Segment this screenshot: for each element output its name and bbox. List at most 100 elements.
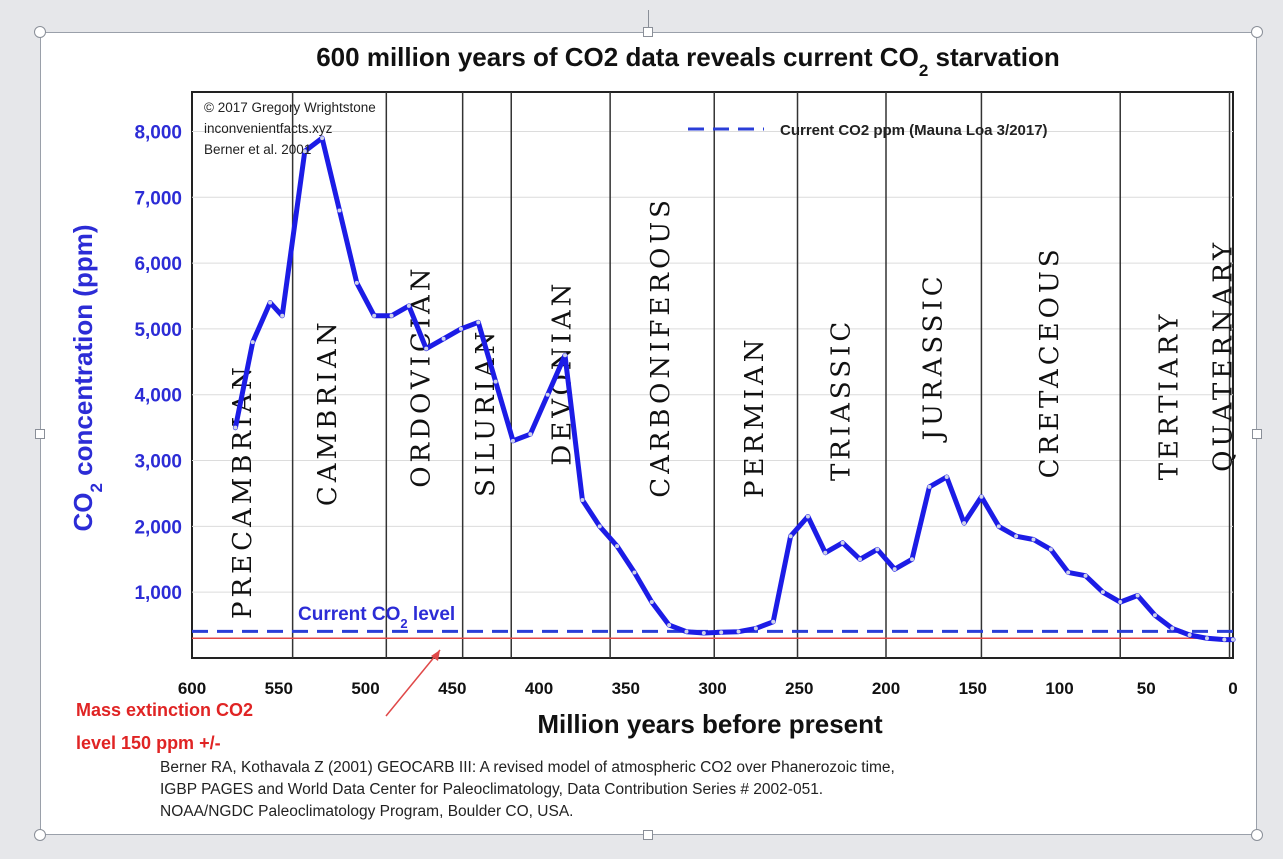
y-axis-label: CO2 concentration (ppm)	[68, 224, 106, 531]
resize-handle-top[interactable]	[643, 27, 653, 37]
data-point	[892, 567, 897, 572]
x-tick-label: 150	[959, 679, 987, 698]
y-tick-label: 2,000	[134, 517, 182, 538]
y-tick-label: 1,000	[134, 583, 182, 604]
data-point	[771, 619, 776, 624]
data-point	[458, 326, 463, 331]
data-point	[1031, 537, 1036, 542]
x-tick-label: 50	[1137, 679, 1156, 698]
data-point	[1135, 593, 1140, 598]
y-tick-label: 7,000	[134, 188, 182, 209]
data-point	[268, 300, 273, 305]
resize-handle-bottom[interactable]	[643, 830, 653, 840]
resize-handle-right[interactable]	[1252, 429, 1262, 439]
data-point	[1170, 626, 1175, 631]
data-point	[840, 540, 845, 545]
data-point	[320, 136, 325, 141]
data-point	[441, 336, 446, 341]
x-tick-label: 100	[1045, 679, 1073, 698]
y-tick-label: 8,000	[134, 122, 182, 143]
data-point	[649, 600, 654, 605]
source-line: Berner et al. 2001	[204, 142, 311, 157]
citation-line: NOAA/NGDC Paleoclimatology Program, Boul…	[160, 803, 573, 820]
x-tick-label: 450	[438, 679, 466, 698]
data-point	[1048, 547, 1053, 552]
resize-handle-bottom-left[interactable]	[34, 829, 46, 841]
data-point	[233, 425, 238, 430]
y-tick-label: 4,000	[134, 386, 182, 407]
data-point	[875, 547, 880, 552]
data-point	[1083, 573, 1088, 578]
mass-extinction-arrow	[385, 649, 441, 717]
y-tick-label: 3,000	[134, 452, 182, 473]
data-point	[337, 208, 342, 213]
period-label: JURASSIC	[919, 272, 949, 443]
x-tick-label: 400	[525, 679, 553, 698]
data-point	[823, 550, 828, 555]
period-label: QUATERNARY	[1208, 239, 1238, 472]
data-point	[389, 313, 394, 318]
resize-handle-bottom-right[interactable]	[1251, 829, 1263, 841]
x-tick-label: 600	[178, 679, 206, 698]
data-point	[545, 392, 550, 397]
data-point	[250, 340, 255, 345]
data-point	[1014, 534, 1019, 539]
mass-extinction-label: Mass extinction CO2	[76, 700, 253, 720]
data-point	[1222, 637, 1227, 642]
source-line: © 2017 Gregory Wrightstone	[204, 100, 376, 115]
data-point	[736, 629, 741, 634]
x-tick-label: 500	[351, 679, 379, 698]
data-point	[996, 524, 1001, 529]
data-point	[805, 514, 810, 519]
x-tick-label: 350	[612, 679, 640, 698]
x-tick-label: 300	[698, 679, 726, 698]
data-point	[962, 521, 967, 526]
data-point	[684, 629, 689, 634]
data-point	[597, 524, 602, 529]
data-point	[944, 475, 949, 480]
period-label: TRIASSIC	[827, 318, 857, 481]
data-point	[424, 346, 429, 351]
data-point	[406, 303, 411, 308]
data-point	[1100, 590, 1105, 595]
data-point	[701, 630, 706, 635]
data-point	[927, 484, 932, 489]
x-tick-label: 0	[1228, 679, 1237, 698]
data-point	[979, 494, 984, 499]
data-point	[1152, 613, 1157, 618]
data-point	[354, 280, 359, 285]
data-point	[280, 313, 285, 318]
data-point	[753, 626, 758, 631]
y-tick-label: 5,000	[134, 320, 182, 341]
mass-extinction-arrowhead	[431, 650, 440, 661]
data-point	[857, 557, 862, 562]
data-point	[1187, 632, 1192, 637]
resize-handle-top-right[interactable]	[1251, 26, 1263, 38]
data-point	[528, 432, 533, 437]
x-tick-label: 250	[785, 679, 813, 698]
period-label: PRECAMBRIAN	[228, 363, 258, 619]
period-label: CAMBRIAN	[313, 318, 343, 506]
x-tick-label: 200	[872, 679, 900, 698]
period-label: CARBONIFEROUS	[646, 196, 676, 498]
mass-extinction-label: level 150 ppm +/-	[76, 733, 221, 753]
y-tick-label: 6,000	[134, 254, 182, 275]
data-point	[476, 320, 481, 325]
data-point	[372, 313, 377, 318]
data-point	[910, 557, 915, 562]
period-label: TERTIARY	[1155, 311, 1185, 481]
resize-handle-top-left[interactable]	[34, 26, 46, 38]
data-point	[632, 570, 637, 575]
x-axis-label: Million years before present	[537, 709, 883, 739]
resize-handle-left[interactable]	[35, 429, 45, 439]
data-point	[1118, 600, 1123, 605]
period-label: CRETACEOUS	[1035, 245, 1065, 478]
data-point	[493, 379, 498, 384]
citation-line: Berner RA, Kothavala Z (2001) GEOCARB II…	[160, 759, 895, 776]
source-line: inconvenientfacts.xyz	[204, 121, 333, 136]
current-co2-label: Current CO2 level	[298, 604, 455, 631]
period-label: PERMIAN	[740, 336, 770, 498]
data-point	[1204, 636, 1209, 641]
data-point	[563, 353, 568, 358]
